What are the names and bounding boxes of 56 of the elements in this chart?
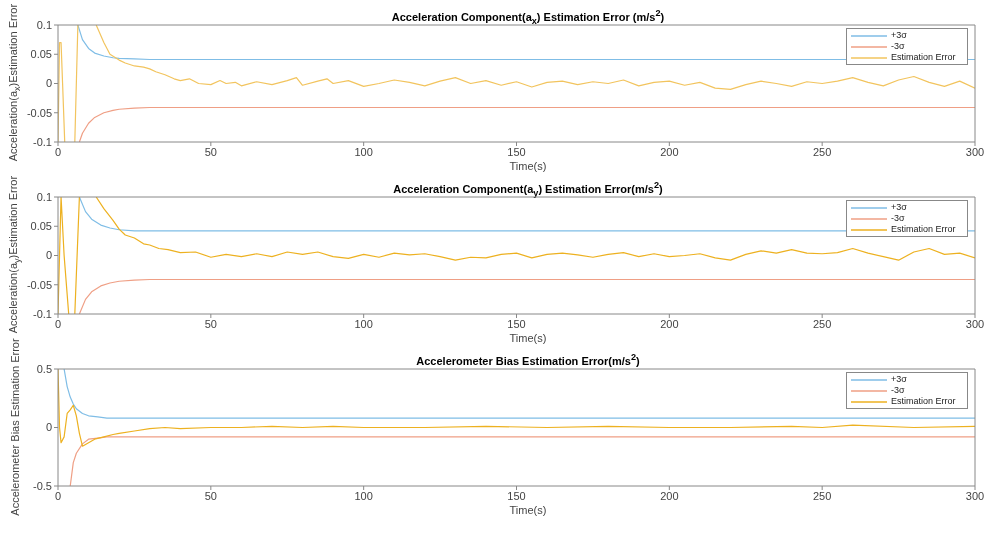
y-tick-label: 0.05 <box>30 48 52 61</box>
x-tick-label: 250 <box>812 145 832 158</box>
x-tick-label: 150 <box>507 489 526 502</box>
y-tick-label: 0 <box>45 77 52 90</box>
y-tick-label: 0.1 <box>36 18 52 31</box>
y-tick-label: -0.05 <box>26 278 52 291</box>
y-tick-label: -0.05 <box>26 106 52 119</box>
y-axis-title: Accelerometer Bias Estimation Error <box>9 338 21 516</box>
x-tick-label: 150 <box>507 145 526 158</box>
x-tick-label: 200 <box>660 145 679 158</box>
y-tick-label: 0 <box>45 249 52 262</box>
y-tick-label: 0.1 <box>36 190 52 203</box>
x-tick-label: 50 <box>204 145 217 158</box>
y-tick-label: -0.1 <box>33 307 52 320</box>
chart-title: Acceleration Component(a$_{y}$) Estimation Error(m/s$^{2}$) <box>392 180 664 198</box>
legend-label: Estimation Error <box>891 396 956 407</box>
x-tick-label: 200 <box>660 317 679 330</box>
x-axis-title: Time(s) <box>508 332 548 344</box>
x-tick-label: 100 <box>354 317 373 330</box>
x-tick-label: 0 <box>54 489 62 502</box>
x-tick-label: 100 <box>354 145 373 158</box>
legend-label: +3σ <box>891 374 907 385</box>
x-tick-label: 50 <box>204 489 217 502</box>
x-tick-label: 300 <box>965 317 985 330</box>
x-tick-label: 250 <box>812 489 832 502</box>
y-tick-label: -0.1 <box>33 135 52 148</box>
x-tick-label: 250 <box>812 317 832 330</box>
line-series <box>78 197 975 232</box>
legend-label: -3σ <box>891 213 905 224</box>
line-series <box>63 369 975 419</box>
chart-title: Accelerometer Bias Estimation Error(m/s$^{2}$) <box>415 352 641 367</box>
x-axis-title: Time(s) <box>508 504 548 516</box>
line-series <box>78 106 975 142</box>
x-tick-label: 150 <box>507 317 526 330</box>
y-tick-label: -0.5 <box>33 479 52 492</box>
legend-label: +3σ <box>891 202 907 213</box>
legend-label: -3σ <box>891 41 905 52</box>
line-series <box>78 278 975 314</box>
x-axis-title: Time(s) <box>508 160 548 172</box>
legend-label: -3σ <box>891 385 905 396</box>
x-tick-label: 0 <box>54 317 62 330</box>
legend-label: Estimation Error <box>891 52 956 63</box>
y-tick-label: 0.05 <box>30 220 52 233</box>
x-tick-label: 200 <box>660 489 679 502</box>
line-series <box>77 25 975 61</box>
line-series <box>69 436 975 486</box>
y-tick-label: 0 <box>45 421 52 434</box>
x-tick-label: 100 <box>354 489 373 502</box>
legend-label: +3σ <box>891 30 907 41</box>
chart-title: Acceleration Component(a$_{x}$) Estimation Error (m/s$^{2}$) <box>390 8 666 26</box>
y-tick-label: 0.5 <box>36 362 52 375</box>
x-tick-label: 300 <box>965 489 985 502</box>
legend-label: Estimation Error <box>891 224 956 235</box>
x-tick-label: 300 <box>965 145 985 158</box>
x-tick-label: 50 <box>204 317 217 330</box>
x-tick-label: 0 <box>54 145 62 158</box>
